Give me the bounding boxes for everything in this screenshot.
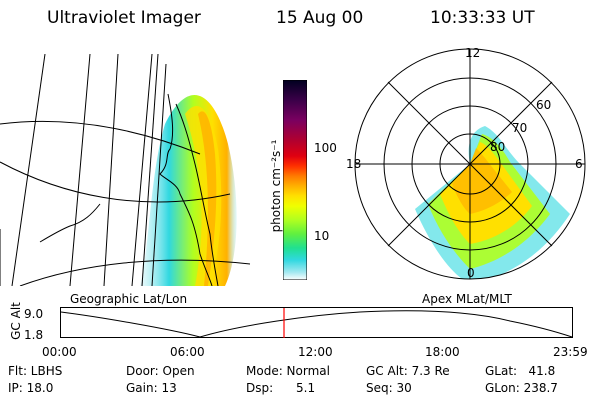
time-tick-1200: 12:00	[298, 345, 333, 359]
altitude-ytick-1.8: 1.8	[24, 328, 44, 342]
glon-info: GLon: 238.7	[485, 381, 558, 395]
apex-caption: Apex MLat/MLT	[422, 292, 512, 306]
geographic-caption: Geographic Lat/Lon	[70, 292, 188, 306]
polar-mlt-plot	[354, 48, 586, 280]
altitude-plot	[60, 307, 573, 338]
date-label: 15 Aug 00	[276, 8, 364, 28]
gcalt-info: GC Alt: 7.3 Re	[366, 364, 450, 378]
altitude-ylabel: GC Alt	[9, 302, 23, 340]
time-tick-0000: 00:00	[42, 345, 77, 359]
mlt-label-18: 18	[346, 157, 362, 171]
dsp-info: Dsp: 5.1	[246, 381, 316, 395]
time-label: 10:33:33 UT	[430, 8, 535, 28]
glat-info: GLat: 41.8	[485, 364, 556, 378]
geographic-map	[0, 54, 251, 286]
mlt-label-6: 6	[575, 157, 583, 171]
colorbar-tick-10: 10	[314, 229, 330, 243]
ip-info: IP: 18.0	[8, 381, 54, 395]
mode-info: Mode: Normal	[246, 364, 330, 378]
mlat-label-60: 60	[536, 98, 552, 112]
colorbar	[283, 80, 307, 280]
time-tick-1800: 18:00	[425, 345, 460, 359]
time-tick-0600: 06:00	[170, 345, 205, 359]
gain-info: Gain: 13	[126, 381, 177, 395]
colorbar-tick-100: 100	[314, 141, 337, 155]
mlt-label-12: 12	[465, 46, 481, 60]
mlat-label-70: 70	[512, 121, 528, 135]
time-tick-2359: 23:59	[553, 345, 588, 359]
altitude-curve	[60, 310, 573, 338]
altitude-ytick-9: 9.0	[24, 307, 44, 321]
mlt-label-0: 0	[467, 266, 475, 280]
instrument-title: Ultraviolet Imager	[47, 8, 201, 28]
door-info: Door: Open	[126, 364, 195, 378]
flt-info: Flt: LBHS	[8, 364, 63, 378]
colorbar-label: photon cm⁻²s⁻¹	[269, 139, 283, 233]
mlat-label-80: 80	[490, 140, 506, 154]
seq-info: Seq: 30	[366, 381, 412, 395]
